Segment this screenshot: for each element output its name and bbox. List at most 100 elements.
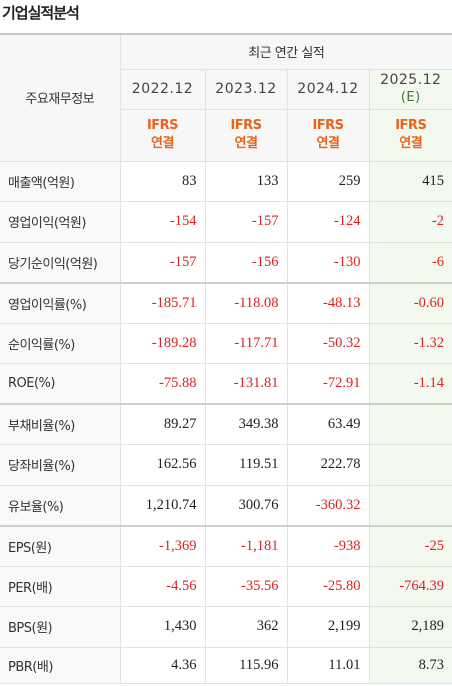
value-cell: -6 <box>368 241 452 284</box>
basis-cell: IFRS 연결 <box>204 108 288 162</box>
row-label: 부채비율(%) <box>0 403 121 445</box>
value-cell: -1.32 <box>368 322 452 364</box>
data-row: 매출액(억원) 83 133 259 415 <box>0 160 452 202</box>
value-cell: 83 <box>119 160 206 202</box>
value-cell: 133 <box>204 160 288 202</box>
value-cell: -1,181 <box>204 525 288 567</box>
basis-cell: IFRS 연결 <box>120 108 206 162</box>
value-cell: -72.91 <box>286 363 370 405</box>
basis-cell: IFRS 연결 <box>368 108 452 162</box>
value-cell: 4.36 <box>119 646 206 684</box>
value-cell: -1,369 <box>119 525 206 567</box>
value-cell: -75.88 <box>119 363 206 405</box>
row-label: 당좌비율(%) <box>0 444 121 486</box>
scope-label: 연결 <box>399 136 423 151</box>
value-cell: -25.80 <box>286 565 370 607</box>
value-cell: 222.78 <box>286 444 370 486</box>
value-cell: -131.81 <box>204 363 288 405</box>
group-header: 최근 연간 실적 <box>119 33 452 70</box>
value-cell: -4.56 <box>119 565 206 607</box>
value-cell: -48.13 <box>286 282 370 324</box>
row-header: 주요재무정보 <box>0 33 121 162</box>
value-cell: 11.01 <box>286 646 370 684</box>
basis-label: IFRS <box>146 118 179 133</box>
estimate-mark: (E) <box>400 90 421 105</box>
value-cell: 1,210.74 <box>119 484 206 527</box>
data-row: PBR(배) 4.36 115.96 11.01 8.73 <box>0 646 452 684</box>
value-cell: -154 <box>119 201 206 243</box>
period-label: 2024.12 <box>297 80 359 97</box>
row-label: 매출액(억원) <box>0 160 121 202</box>
value-cell: 349.38 <box>204 403 288 445</box>
value-cell: -764.39 <box>368 565 452 607</box>
value-cell: -130 <box>286 241 370 284</box>
value-cell: -118.08 <box>204 282 288 324</box>
scope-label: 연결 <box>316 136 340 151</box>
data-row: BPS(원) 1,430 362 2,199 2,189 <box>0 606 452 648</box>
data-row: 순이익률(%) -189.28 -117.71 -50.32 -1.32 <box>0 322 452 364</box>
value-cell: -117.71 <box>204 322 288 364</box>
period-label: 2023.12 <box>215 80 277 97</box>
value-cell <box>368 403 452 445</box>
value-cell: -0.60 <box>368 282 452 324</box>
value-cell <box>368 484 452 527</box>
value-cell: 259 <box>286 160 370 202</box>
row-label: 영업이익률(%) <box>0 282 121 324</box>
value-cell: -124 <box>286 201 370 243</box>
value-cell: 2,199 <box>286 606 370 648</box>
period-cell: 2024.12 <box>286 68 370 110</box>
row-label: 당기순이익(억원) <box>0 241 121 284</box>
value-cell: 2,189 <box>368 606 452 648</box>
value-cell: 8.73 <box>368 646 452 684</box>
data-row: 영업이익률(%) -185.71 -118.08 -48.13 -0.60 <box>0 282 452 324</box>
value-cell: -938 <box>286 525 370 567</box>
row-label: 유보율(%) <box>0 484 121 527</box>
value-cell: -50.32 <box>286 322 370 364</box>
basis-label: IFRS <box>312 118 344 133</box>
basis-cell: IFRS 연결 <box>286 108 370 162</box>
value-cell: 63.49 <box>286 403 370 445</box>
value-cell: -1.14 <box>368 363 452 405</box>
basis-label: IFRS <box>395 118 427 133</box>
period-cell: 2022.12 <box>120 68 206 110</box>
row-label: PER(배) <box>0 565 121 607</box>
value-cell: -25 <box>368 525 452 567</box>
value-cell: 1,430 <box>119 606 206 648</box>
value-cell: 162.56 <box>119 444 206 486</box>
row-label: ROE(%) <box>0 363 121 405</box>
scope-label: 연결 <box>151 136 174 151</box>
section-title: 기업실적분석 <box>2 4 80 22</box>
value-cell: -157 <box>119 241 206 284</box>
scope-label: 연결 <box>234 136 258 151</box>
period-cell: 2023.12 <box>204 68 288 110</box>
value-cell: 115.96 <box>204 646 288 684</box>
data-row: 당좌비율(%) 162.56 119.51 222.78 <box>0 444 452 486</box>
value-cell: 362 <box>204 606 288 648</box>
data-row: 부채비율(%) 89.27 349.38 63.49 <box>0 403 452 445</box>
value-cell: -157 <box>204 201 288 243</box>
financial-table: 주요재무정보 최근 연간 실적 2022.12 2023.12 2024.12 202… <box>0 33 452 684</box>
value-cell: -360.32 <box>286 484 370 527</box>
data-row: EPS(원) -1,369 -1,181 -938 -25 <box>0 525 452 567</box>
value-cell: 89.27 <box>119 403 206 445</box>
row-label: BPS(원) <box>0 606 121 648</box>
data-row: ROE(%) -75.88 -131.81 -72.91 -1.14 <box>0 363 452 405</box>
basis-label: IFRS <box>230 118 262 133</box>
value-cell: -185.71 <box>119 282 206 324</box>
value-cell: -35.56 <box>204 565 288 607</box>
value-cell: 300.76 <box>204 484 288 527</box>
data-row: 유보율(%) 1,210.74 300.76 -360.32 <box>0 484 452 527</box>
period-cell: 2025.12 (E) <box>368 68 452 110</box>
row-label: 순이익률(%) <box>0 322 121 364</box>
row-label: 영업이익(억원) <box>0 201 121 243</box>
row-label: PBR(배) <box>0 646 121 684</box>
period-label: 2025.12 <box>380 72 442 88</box>
value-cell: -189.28 <box>119 322 206 364</box>
value-cell <box>368 444 452 486</box>
data-row: PER(배) -4.56 -35.56 -25.80 -764.39 <box>0 565 452 607</box>
value-cell: 119.51 <box>204 444 288 486</box>
value-cell: -2 <box>368 201 452 243</box>
data-row: 당기순이익(억원) -157 -156 -130 -6 <box>0 241 452 284</box>
value-cell: 415 <box>368 160 452 202</box>
